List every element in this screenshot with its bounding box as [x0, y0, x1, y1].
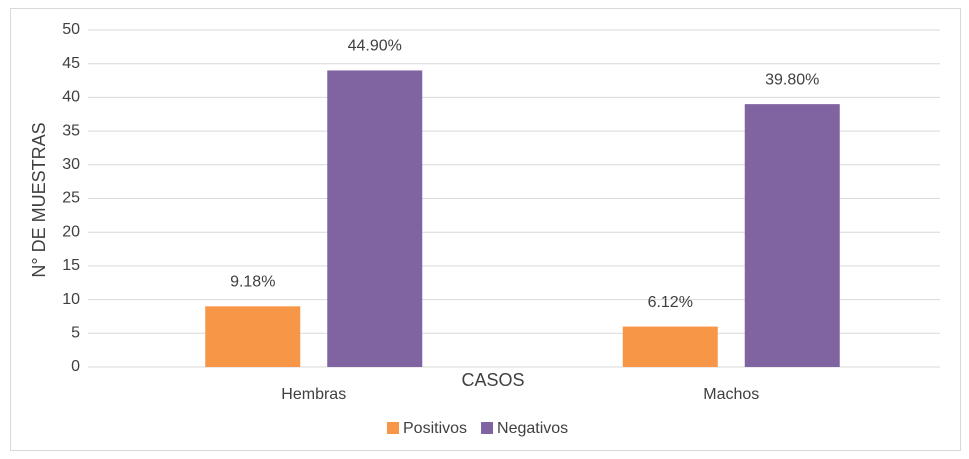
bar [205, 306, 301, 367]
x-tick-label: Machos [703, 386, 759, 403]
y-tick-label: 40 [62, 89, 80, 106]
legend-label: Positivos [403, 420, 467, 437]
data-label: 44.90% [348, 38, 402, 55]
bar [622, 326, 718, 367]
legend-swatch [387, 422, 399, 434]
y-tick-label: 0 [71, 358, 80, 375]
y-tick-label: 10 [62, 291, 80, 308]
y-tick-label: 30 [62, 156, 80, 173]
y-tick-label: 35 [62, 122, 80, 139]
bar [327, 70, 423, 367]
bar [744, 104, 840, 367]
y-tick-label: 15 [62, 257, 80, 274]
legend-label: Negativos [497, 420, 568, 437]
y-tick-label: 5 [71, 325, 80, 342]
y-tick-label: 50 [62, 21, 80, 38]
legend-swatch [481, 422, 494, 434]
x-axis-title: CASOS [461, 370, 524, 390]
y-tick-label: 45 [62, 55, 80, 72]
y-tick-label: 25 [62, 190, 80, 207]
data-label: 9.18% [230, 274, 275, 291]
data-label: 6.12% [648, 294, 693, 311]
x-tick-label: Hembras [281, 386, 346, 403]
y-axis-title: N° DE MUESTRAS [29, 122, 49, 277]
data-label: 39.80% [765, 71, 819, 88]
y-tick-label: 20 [62, 223, 80, 240]
